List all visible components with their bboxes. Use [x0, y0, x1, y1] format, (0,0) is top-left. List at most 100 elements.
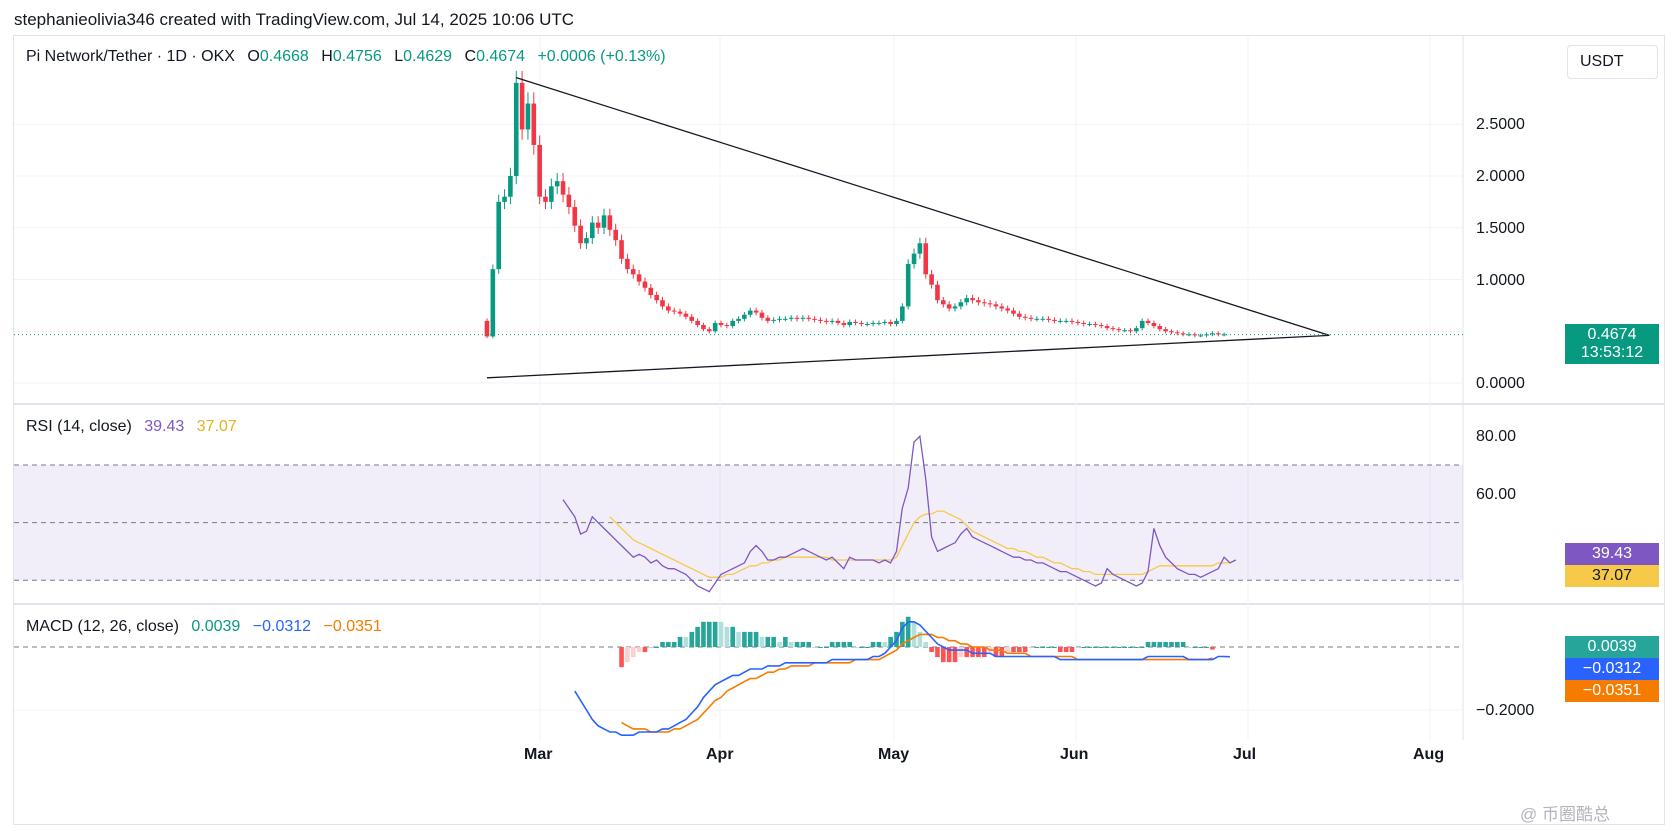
candle-body	[607, 215, 613, 230]
candle-body	[747, 310, 753, 315]
macd-hist-bar	[806, 641, 812, 647]
macd-hist-bar	[1198, 647, 1203, 648]
macd-hist-bar	[905, 616, 911, 647]
macd-hist-bar	[941, 647, 946, 663]
macd-hist-bar	[642, 647, 648, 653]
candle-body	[1104, 326, 1110, 329]
candle-body	[1151, 322, 1157, 327]
macd-hist-bar	[812, 647, 817, 648]
last-price-tag: 0.4674 13:53:12	[1565, 324, 1659, 364]
candle-body	[508, 176, 513, 197]
candle-body	[1210, 333, 1215, 335]
last-price-value: 0.4674	[1587, 326, 1637, 343]
macd-hist-bar	[759, 636, 765, 647]
macd-label[interactable]: MACD (12, 26, close)	[26, 618, 179, 635]
candle-body	[648, 287, 654, 296]
macd-hist-bar	[654, 647, 659, 648]
candle-body	[864, 324, 870, 326]
macd-hist-bar	[1075, 647, 1081, 648]
macd-hist-bar	[976, 647, 981, 658]
macd-hist-bar	[1192, 647, 1198, 648]
candle-body	[753, 310, 759, 313]
symbol-label[interactable]: Pi Network/Tether · 1D · OKX	[26, 48, 235, 65]
macd-line-value: −0.0312	[252, 618, 312, 635]
candle-body	[847, 321, 852, 326]
candle-body	[788, 317, 794, 319]
candle-body	[625, 258, 630, 270]
attribution-text: stephanieolivia346 created with TradingV…	[14, 10, 575, 29]
candle-body	[794, 317, 800, 319]
macd-hist-bar	[794, 641, 800, 647]
macd-hist-bar	[677, 636, 683, 647]
macd-hist-bar	[1058, 647, 1063, 653]
price-axis-label: 1.0000	[1476, 272, 1525, 289]
macd-hist-bar	[1157, 641, 1163, 647]
macd-hist-bar	[1040, 647, 1046, 648]
candle-body	[1157, 326, 1163, 330]
candle-body	[835, 320, 841, 323]
candle-body	[484, 320, 490, 337]
macd-hist-bar	[625, 647, 630, 663]
macd-hist-bar	[1145, 641, 1151, 647]
candle-body	[882, 321, 888, 323]
macd-hist-bar	[923, 641, 929, 647]
candle-body	[923, 243, 929, 275]
candle-body	[853, 321, 858, 323]
time-axis-label: Jun	[1060, 746, 1089, 763]
macd-hist-bar	[1175, 641, 1180, 647]
change-value: +0.0006 (+0.13%)	[537, 48, 666, 65]
macd-hist-bar	[1169, 641, 1174, 647]
macd-hist-bar	[1104, 647, 1110, 648]
currency-button[interactable]: USDT	[1567, 45, 1658, 79]
candle-body	[630, 269, 636, 275]
macd-hist-bar	[841, 641, 847, 647]
candle-body	[1046, 318, 1051, 320]
macd-hist-bar	[1069, 647, 1075, 653]
macd-hist-bar	[835, 641, 841, 647]
macd-hist-bar	[1139, 647, 1145, 648]
macd-hist-bar	[829, 641, 835, 647]
candle-body	[613, 229, 618, 241]
candle-body	[566, 194, 572, 208]
candle-body	[537, 144, 542, 197]
candle-body	[1122, 330, 1127, 332]
candle-body	[1034, 318, 1040, 320]
candle-body	[707, 329, 712, 332]
candle-body	[970, 298, 975, 301]
low-label: L	[394, 48, 404, 65]
macd-hist-bar	[1011, 647, 1016, 653]
macd-hist-tag: 0.0039	[1565, 636, 1659, 658]
macd-hist-bar	[666, 641, 671, 647]
macd-hist-bar	[630, 647, 636, 658]
candle-body	[1186, 334, 1192, 336]
macd-hist-bar	[689, 631, 695, 647]
low-value: 0.4629	[403, 48, 453, 65]
candle-body	[1175, 332, 1180, 334]
macd-hist-bar	[712, 621, 718, 647]
macd-hist-bar	[917, 631, 923, 647]
rsi-label[interactable]: RSI (14, close)	[26, 418, 132, 435]
high-label: H	[321, 48, 333, 65]
close-value: 0.4674	[476, 48, 525, 65]
candle-body	[1110, 328, 1116, 330]
candle-body	[818, 319, 823, 321]
macd-hist-bar	[981, 647, 987, 658]
macd-hist-bar	[1017, 647, 1022, 653]
candle-body	[987, 303, 993, 305]
candle-body	[1075, 321, 1081, 323]
macd-hist-bar	[864, 647, 870, 648]
candle-body	[742, 314, 747, 319]
candle-body	[519, 82, 525, 130]
time-axis-label: Jul	[1233, 746, 1257, 763]
time-axis-label: May	[878, 746, 910, 763]
macd-hist-bar	[1028, 647, 1034, 648]
candle-body	[1198, 335, 1203, 337]
macd-line-tag: −0.0312	[1565, 658, 1659, 680]
macd-hist-bar	[1005, 647, 1010, 653]
candle-body	[905, 263, 911, 307]
watermark-text: @ 币圈酷总	[1520, 805, 1610, 824]
rsi-value-tag: 39.43	[1565, 543, 1659, 565]
price-axis-label: 2.5000	[1476, 116, 1525, 133]
macd-hist-bar	[1180, 641, 1186, 647]
